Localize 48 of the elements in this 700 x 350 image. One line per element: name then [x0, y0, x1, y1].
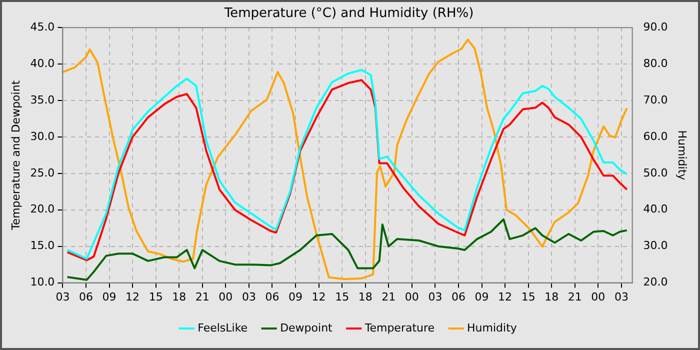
x-tick-label: 06 — [451, 290, 466, 304]
x-tick-label: 21 — [195, 290, 210, 304]
x-tick-label: 00 — [591, 290, 606, 304]
x-tick-label: 09 — [474, 290, 489, 304]
y2-tick-label: 90.0 — [643, 20, 668, 34]
x-tick-label: 09 — [288, 290, 303, 304]
y-tick-label: 35.0 — [30, 93, 55, 106]
y2-tick-label: 80.0 — [643, 56, 668, 70]
y2-axis-title: Humidity — [676, 130, 689, 181]
y2-tick-label: 60.0 — [643, 130, 668, 143]
x-tick-label: 12 — [312, 290, 326, 304]
legend-label: Humidity — [467, 321, 518, 334]
y2-tick-label: 40.0 — [643, 202, 668, 216]
x-tick-label: 06 — [78, 290, 93, 304]
y2-tick-label: 20.0 — [643, 276, 668, 289]
x-tick-label: 00 — [404, 290, 419, 304]
x-tick-label: 00 — [218, 290, 233, 304]
x-tick-label: 15 — [148, 290, 163, 304]
y2-tick-label: 70.0 — [643, 93, 668, 106]
y-tick-label: 40.0 — [30, 56, 55, 70]
legend-label: Temperature — [364, 321, 435, 334]
x-tick-label: 09 — [102, 290, 116, 304]
legend-label: Dewpoint — [280, 321, 334, 334]
y2-tick-label: 50.0 — [643, 166, 668, 180]
y-tick-label: 30.0 — [30, 130, 55, 143]
chart-title: Temperature (°C) and Humidity (RH%) — [223, 6, 474, 22]
x-tick-label: 21 — [568, 290, 582, 304]
x-tick-label: 15 — [521, 290, 536, 304]
y-tick-label: 25.0 — [30, 166, 55, 180]
y2-tick-label: 30.0 — [643, 239, 668, 252]
x-tick-label: 12 — [498, 290, 512, 304]
y-tick-label: 20.0 — [30, 202, 55, 216]
x-tick-label: 06 — [265, 290, 280, 304]
y-tick-label: 10.0 — [30, 276, 55, 289]
x-tick-label: 03 — [242, 290, 256, 304]
x-tick-label: 18 — [172, 290, 186, 304]
legend-label: FeelsLike — [198, 321, 248, 334]
x-tick-label: 18 — [544, 290, 559, 304]
x-tick-label: 03 — [614, 290, 628, 304]
y-axis-title: Temperature and Dewpoint — [9, 80, 22, 232]
y-tick-label: 15.0 — [30, 239, 55, 252]
x-tick-label: 15 — [335, 290, 350, 304]
x-tick-label: 18 — [358, 290, 372, 304]
x-tick-label: 21 — [382, 290, 396, 304]
x-tick-label: 12 — [126, 290, 140, 304]
x-tick-label: 03 — [428, 290, 442, 304]
x-tick-label: 03 — [56, 290, 70, 304]
y-tick-label: 45.0 — [30, 20, 55, 34]
